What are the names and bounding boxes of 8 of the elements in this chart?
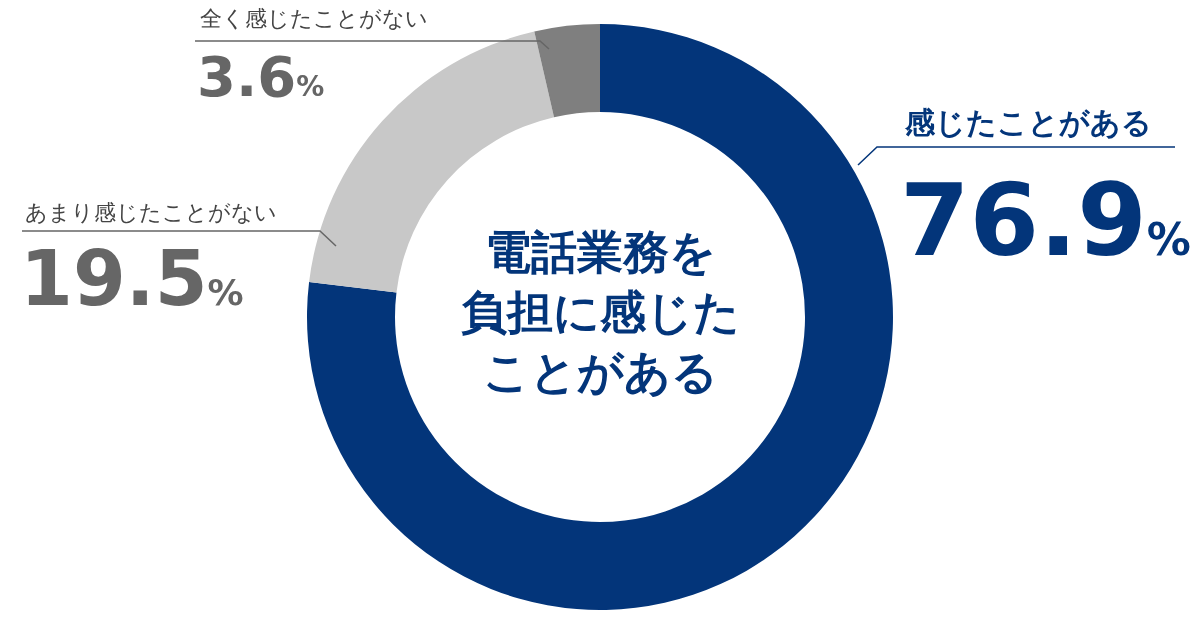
donut-slice: [534, 24, 600, 118]
slice-label: 全く感じたことがない: [200, 6, 428, 31]
data-label: 76.9%: [900, 162, 1191, 279]
slice-label: あまり感じたことがない: [25, 200, 277, 225]
slice-label: 感じたことがある: [904, 105, 1152, 140]
data-label: 3.6%: [197, 44, 325, 109]
data-label: 19.5%: [20, 234, 244, 323]
text: 電話業務を負担に感じたことがある: [459, 224, 741, 401]
